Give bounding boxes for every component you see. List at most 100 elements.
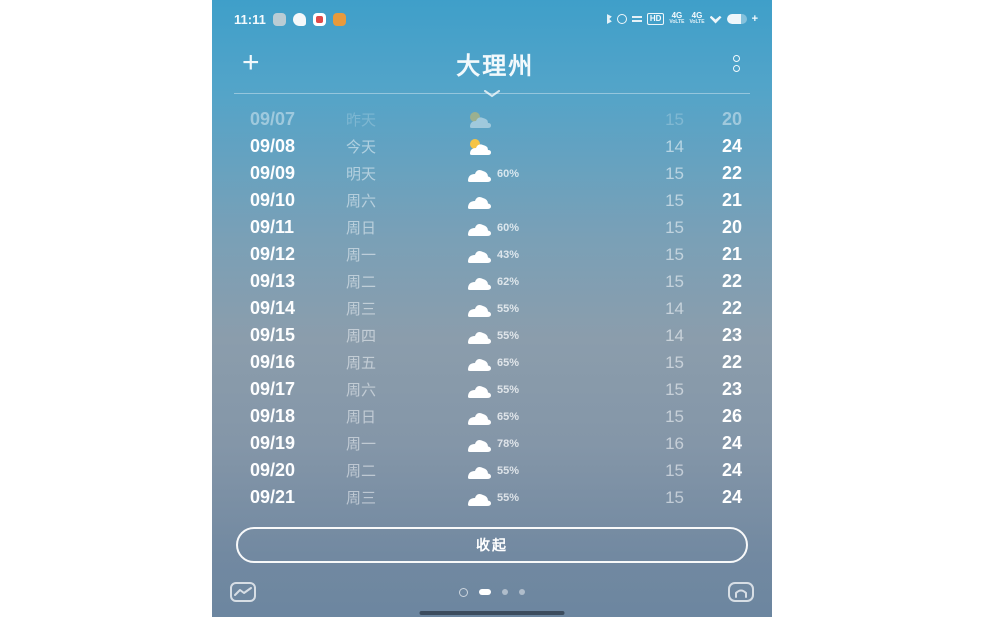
forecast-row[interactable]: 09/11 周日 60% 15 20 [212,214,772,241]
forecast-row[interactable]: 09/16 周五 65% 15 22 [212,349,772,376]
alarm-icon [616,14,627,24]
forecast-date: 09/09 [250,163,296,183]
forecast-condition: 65% [464,407,624,427]
cloudy-icon [464,191,494,211]
collapse-button-wrap: 收起 [236,527,748,563]
collapse-button[interactable]: 收起 [236,527,748,563]
precip-probability: 60% [497,221,520,234]
cloudy-icon [464,380,494,400]
forecast-date: 09/12 [250,244,296,264]
high-temp: 22 [721,163,742,183]
forecast-condition: 60% [464,164,624,184]
low-temp: 15 [665,379,684,399]
forecast-condition: 65% [464,353,624,373]
city-title: 大理州 [456,52,535,80]
forecast-day: 昨天 [346,112,377,129]
forecast-day: 周三 [346,301,377,318]
forecast-row[interactable]: 09/19 周一 78% 16 24 [212,430,772,457]
forecast-date: 09/20 [250,460,296,480]
battery-plus-icon: + [751,13,758,25]
forecast-date: 09/11 [250,217,295,237]
cloudy-icon [464,461,494,481]
high-temp: 20 [721,109,742,129]
forecast-row[interactable]: 09/13 周二 62% 15 22 [212,268,772,295]
forecast-date: 09/15 [250,325,296,345]
status-bar-right: HD 4G VoLTE 4G VoLTE + [606,11,758,26]
forecast-condition: 55% [464,461,624,481]
weather-app-screen: 11:11 HD 4G VoLTE 4G VoLTE + + 大 [212,0,772,617]
page-dot[interactable] [519,589,525,595]
forecast-day: 周一 [346,436,377,453]
clock-text: 11:11 [234,11,266,27]
forecast-row[interactable]: 09/09 明天 60% 15 22 [212,160,772,187]
bottom-bar [212,575,772,609]
home-icon[interactable] [726,580,756,604]
forecast-row[interactable]: 09/17 周六 55% 15 23 [212,376,772,403]
precip-probability: 65% [497,356,520,369]
add-city-button[interactable]: + [242,46,260,79]
forecast-day: 周六 [346,382,377,399]
precip-probability: 65% [497,410,520,423]
high-temp: 21 [721,190,742,210]
high-temp: 26 [721,406,742,426]
high-temp: 24 [721,487,742,507]
forecast-list: 09/07 昨天 15 20 [212,106,772,511]
forecast-row[interactable]: 09/15 周四 55% 14 23 [212,322,772,349]
forecast-day: 周二 [346,463,377,480]
wifi-icon [709,15,722,24]
forecast-condition: 60% [464,218,624,238]
cloudy-icon [464,407,494,427]
forecast-row[interactable]: 09/20 周二 55% 15 24 [212,457,772,484]
more-menu-button[interactable] [731,53,742,74]
low-temp: 14 [665,298,684,318]
cloudy-icon [464,299,494,319]
precip-probability: 55% [497,302,520,315]
forecast-date: 09/08 [250,136,296,156]
forecast-day: 周日 [346,409,377,426]
notification-app-icon-3 [312,12,326,26]
forecast-date: 09/16 [250,352,296,372]
low-temp: 15 [665,244,684,264]
forecast-row[interactable]: 09/12 周一 43% 15 21 [212,241,772,268]
cloudy-icon [464,245,494,265]
low-temp: 15 [665,190,684,210]
forecast-row[interactable]: 09/07 昨天 15 20 [212,106,772,133]
location-page-icon[interactable] [459,587,468,597]
sim2-signal-icon: 4G VoLTE [689,11,705,26]
forecast-date: 09/18 [250,406,296,426]
cloudy-icon [464,326,494,346]
forecast-row[interactable]: 09/08 今天 14 24 [212,133,772,160]
precip-probability: 78% [497,437,520,450]
forecast-row[interactable]: 09/18 周日 65% 15 26 [212,403,772,430]
high-temp: 22 [721,298,742,318]
network-speed-icon [631,16,642,22]
gesture-bar[interactable] [419,611,565,615]
precip-probability: 55% [497,383,520,396]
precip-probability: 60% [497,167,520,180]
forecast-date: 09/21 [250,487,296,507]
forecast-row[interactable]: 09/10 周六 15 21 [212,187,772,214]
low-temp: 15 [665,163,684,183]
forecast-condition: 62% [464,272,624,292]
forecast-row[interactable]: 09/14 周三 55% 14 22 [212,295,772,322]
forecast-day: 周三 [346,490,377,507]
forecast-day: 周六 [346,193,377,210]
partly-cloudy-icon [464,137,494,157]
forecast-day: 明天 [346,166,377,183]
hd-volte-icon: HD [646,13,665,25]
page-dot[interactable] [502,589,508,595]
low-temp: 15 [665,109,684,129]
precip-probability: 55% [497,329,520,342]
notification-app-icon-2 [292,12,306,26]
notification-app-icon-4 [332,12,346,26]
high-temp: 20 [721,217,742,237]
low-temp: 14 [665,136,684,156]
forecast-condition: 78% [464,434,624,454]
page-dot-active[interactable] [479,589,491,595]
trend-chart-icon[interactable] [228,580,258,604]
forecast-row[interactable]: 09/21 周三 55% 15 24 [212,484,772,511]
cloudy-icon [464,434,494,454]
battery-icon [726,14,747,24]
forecast-date: 09/13 [250,271,296,291]
forecast-day: 今天 [346,139,377,156]
